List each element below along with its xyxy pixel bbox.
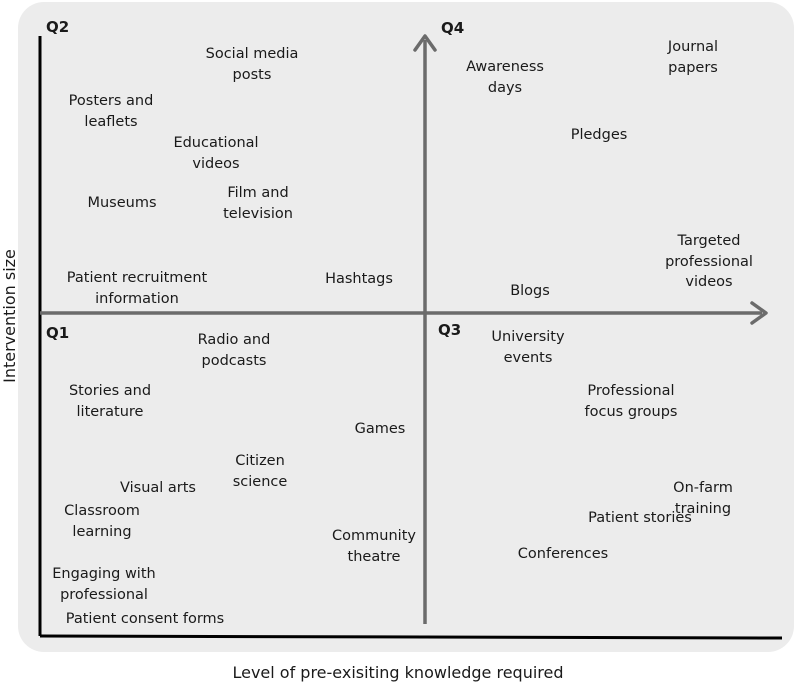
item-games: Games xyxy=(354,421,406,437)
item-museums: Museums xyxy=(87,195,157,211)
quadrant-label-q3: Q3 xyxy=(438,321,462,339)
item-targeted-professional-videos: Targeted professional videos xyxy=(665,233,753,290)
item-professional-focus-groups: Professional focus groups xyxy=(584,383,678,420)
quadrant-label-q2: Q2 xyxy=(46,18,70,36)
item-hashtags: Hashtags xyxy=(325,271,393,287)
item-classroom-learning: Classroom learning xyxy=(64,503,140,540)
item-film-and-television: Film and television xyxy=(223,185,293,222)
item-citizen-science: Citizen science xyxy=(232,453,288,490)
item-stories-and-literature: Stories and literature xyxy=(68,383,152,420)
x-axis-frame xyxy=(39,634,783,640)
item-journal-papers: Journal papers xyxy=(667,39,719,76)
item-patient-stories: Patient stories xyxy=(588,510,692,526)
item-educational-videos: Educational videos xyxy=(173,135,259,172)
item-on-farm-training: On-farm training xyxy=(673,480,733,517)
item-patient-consent-forms: Patient consent forms xyxy=(65,611,225,627)
item-posters-and-leaflets: Posters and leaflets xyxy=(68,93,154,130)
item-university-events: University events xyxy=(491,329,565,366)
item-community-theatre: Community theatre xyxy=(332,528,416,565)
quadrant-label-q1: Q1 xyxy=(46,324,70,342)
y-axis-label: Intervention size xyxy=(0,249,19,383)
item-social-media-posts: Social media posts xyxy=(205,46,299,83)
horizontal-arrow-head xyxy=(750,301,768,325)
item-blogs: Blogs xyxy=(510,283,550,299)
item-pledges: Pledges xyxy=(570,127,628,143)
diagram-panel xyxy=(18,2,794,652)
item-conferences: Conferences xyxy=(517,546,609,562)
item-radio-and-podcasts: Radio and podcasts xyxy=(197,332,271,369)
item-awareness-days: Awareness days xyxy=(466,59,544,96)
item-engaging-with-professional: Engaging with professional xyxy=(52,566,156,603)
x-axis-label: Level of pre-exisiting knowledge require… xyxy=(232,663,564,682)
item-patient-recruitment-information: Patient recruitment information xyxy=(66,270,208,307)
vertical-arrow-head xyxy=(413,34,437,52)
quadrant-label-q4: Q4 xyxy=(441,19,465,37)
item-visual-arts: Visual arts xyxy=(120,480,196,496)
